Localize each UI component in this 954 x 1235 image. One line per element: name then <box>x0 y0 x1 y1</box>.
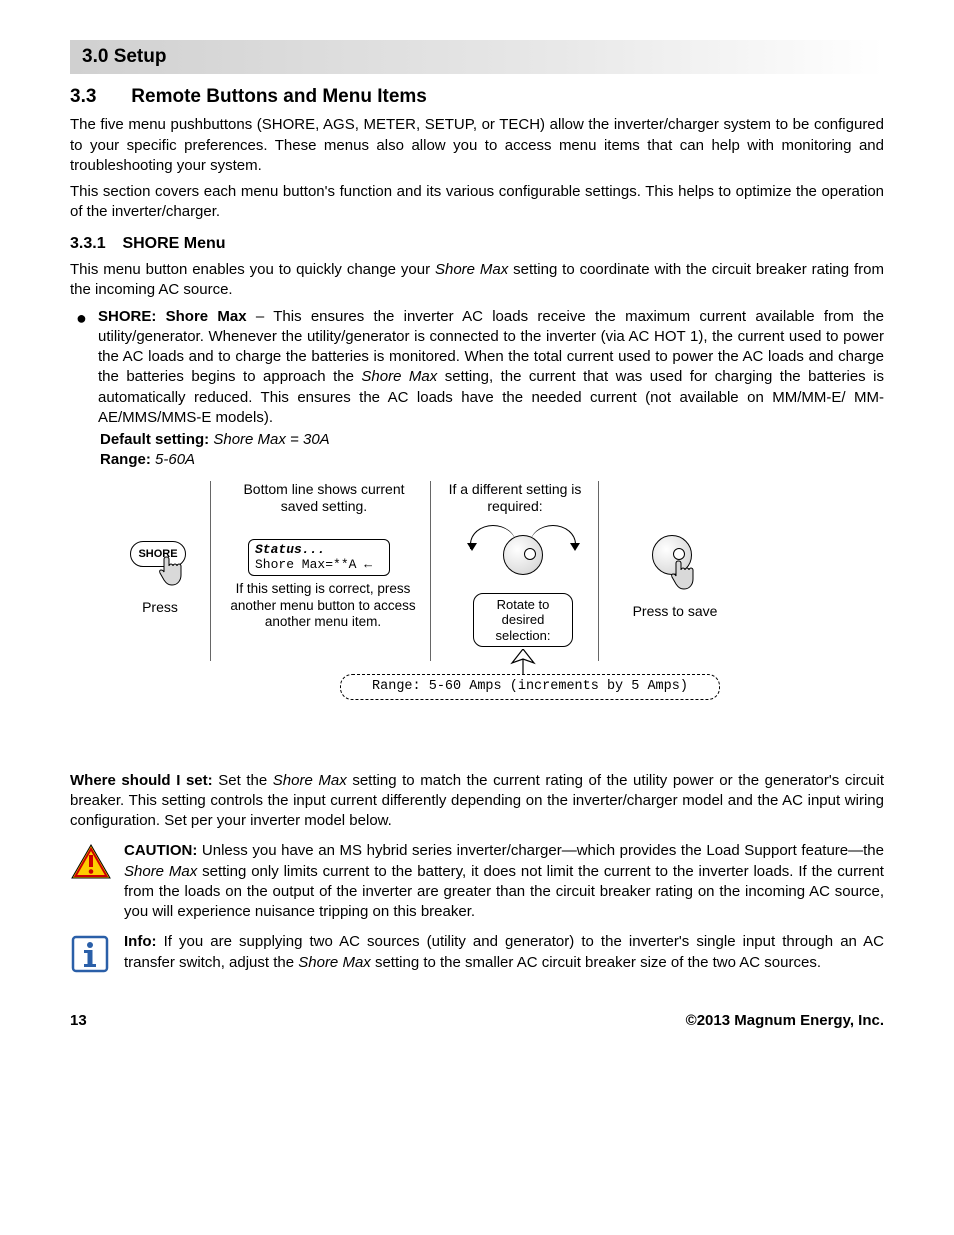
text-ital: Shore Max <box>435 261 508 278</box>
text: Set the <box>213 772 273 789</box>
where-should-i-set: Where should I set: Set the Shore Max se… <box>70 771 884 832</box>
press-save-label: Press to save <box>620 603 730 621</box>
text: This menu button enables you to quickly … <box>70 261 435 278</box>
subsection-number: 3.3.1 <box>70 233 118 255</box>
shore-diagram: Bottom line shows current saved setting.… <box>130 481 770 711</box>
arrow-down-icon <box>467 543 477 551</box>
page-footer: 13 ©2013 Magnum Energy, Inc. <box>70 1011 884 1031</box>
divider <box>598 481 599 661</box>
hand-press-icon <box>670 559 698 591</box>
info-text: Info: If you are supplying two AC source… <box>124 932 884 973</box>
lcd-line2: Shore Max=**A ← <box>255 557 383 573</box>
bullet-marker: ● <box>70 307 98 429</box>
text-ital: Shore Max <box>298 954 371 971</box>
arrow-down-icon <box>570 543 580 551</box>
under-display-text: If this setting is correct, press anothe… <box>218 581 428 632</box>
section-number: 3.3 <box>70 84 126 110</box>
press-label: Press <box>130 599 190 617</box>
section-para-2: This section covers each menu button's f… <box>70 182 884 223</box>
section-title: 3.3 Remote Buttons and Menu Items <box>70 84 884 110</box>
range-box: Range: 5-60 Amps (increments by 5 Amps) <box>340 674 720 700</box>
label: Info: <box>124 933 156 950</box>
subsection-intro: This menu button enables you to quickly … <box>70 260 884 301</box>
value: Shore Max = 30A <box>213 431 329 448</box>
label: Default setting: <box>100 431 209 448</box>
value: 5-60A <box>155 451 195 468</box>
text-ital: Shore Max <box>273 772 347 789</box>
text-ital: Shore Max <box>124 863 197 880</box>
hand-press-icon <box>158 555 186 587</box>
subsection-title-text: SHORE Menu <box>122 235 225 252</box>
page-number: 13 <box>70 1011 87 1031</box>
label: Where should I set: <box>70 772 213 789</box>
copyright: ©2013 Magnum Energy, Inc. <box>686 1011 884 1031</box>
diagram-caption-2: If a different setting is required: <box>438 481 592 516</box>
text: Unless you have an MS hybrid series inve… <box>197 842 884 859</box>
rotate-box: Rotate to desired selection: <box>473 593 573 648</box>
bullet-item: ● SHORE: Shore Max – This ensures the in… <box>70 307 884 429</box>
default-setting: Default setting: Shore Max = 30A <box>100 430 884 450</box>
section-para-1: The five menu pushbuttons (SHORE, AGS, M… <box>70 115 884 176</box>
lcd-display: Status... Shore Max=**A ← <box>248 539 390 576</box>
info-callout: Info: If you are supplying two AC source… <box>70 932 884 980</box>
section-title-text: Remote Buttons and Menu Items <box>131 86 427 107</box>
range-setting: Range: 5-60A <box>100 450 884 470</box>
info-icon <box>70 932 124 980</box>
chapter-header: 3.0 Setup <box>70 40 884 74</box>
divider <box>430 481 431 661</box>
connector-arrow <box>510 649 536 675</box>
text: setting to the smaller AC circuit breake… <box>371 954 821 971</box>
divider <box>210 481 211 661</box>
rotary-knob-icon <box>503 535 543 575</box>
text: setting only limits current to the batte… <box>124 863 884 921</box>
subsection-title: 3.3.1 SHORE Menu <box>70 233 884 255</box>
diagram-caption-1: Bottom line shows current saved setting. <box>226 481 422 516</box>
bullet-label: SHORE: Shore Max <box>98 308 247 325</box>
bullet-body: SHORE: Shore Max – This ensures the inve… <box>98 307 884 429</box>
caution-callout: CAUTION: Unless you have an MS hybrid se… <box>70 841 884 922</box>
text-ital: Shore Max <box>361 368 437 385</box>
label: CAUTION: <box>124 842 197 859</box>
label: Range: <box>100 451 151 468</box>
caution-text: CAUTION: Unless you have an MS hybrid se… <box>124 841 884 922</box>
lcd-line1: Status... <box>255 542 383 558</box>
caution-icon <box>70 841 124 887</box>
